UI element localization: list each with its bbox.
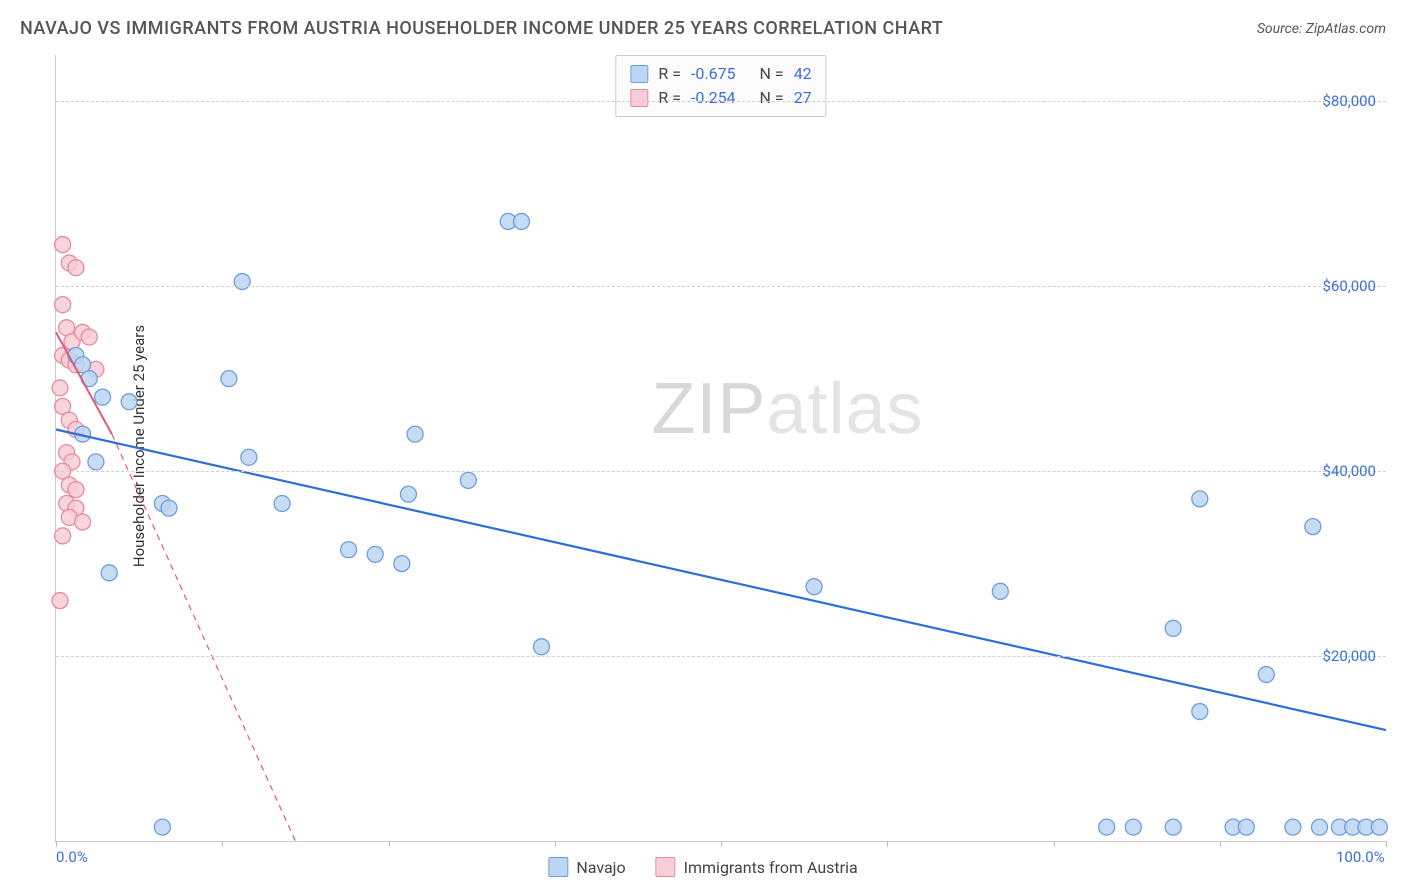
legend-swatch-navajo [630, 65, 648, 83]
r-value-austria: -0.254 [691, 86, 736, 110]
legend-label-austria: Immigrants from Austria [684, 858, 858, 877]
x-tick [56, 841, 57, 847]
legend-label-navajo: Navajo [576, 858, 625, 877]
x-tick [555, 841, 556, 847]
scatter-plot-svg [56, 55, 1386, 841]
legend-swatch-austria [630, 89, 648, 107]
chart-title: NAVAJO VS IMMIGRANTS FROM AUSTRIA HOUSEH… [20, 18, 943, 39]
series-legend: Navajo Immigrants from Austria [548, 857, 857, 877]
r-value-navajo: -0.675 [691, 62, 736, 86]
x-tick [1220, 841, 1221, 847]
legend-item-austria: Immigrants from Austria [656, 857, 858, 877]
x-tick [389, 841, 390, 847]
y-tick-label: $60,000 [1322, 277, 1376, 295]
y-tick-label: $40,000 [1322, 462, 1376, 480]
y-tick-label: $80,000 [1322, 92, 1376, 110]
x-tick [222, 841, 223, 847]
gridline [56, 471, 1386, 472]
title-bar: NAVAJO VS IMMIGRANTS FROM AUSTRIA HOUSEH… [20, 18, 1386, 39]
legend-swatch-austria-icon [656, 857, 676, 877]
n-value-austria: 27 [794, 86, 812, 110]
x-tick [1386, 841, 1387, 847]
gridline [56, 101, 1386, 102]
gridline [56, 656, 1386, 657]
x-tick [887, 841, 888, 847]
gridline [56, 286, 1386, 287]
legend-row-austria: R = -0.254 N = 27 [630, 86, 811, 110]
x-tick-label: 0.0% [56, 848, 88, 866]
chart-plot-area: ZIPatlas R = -0.675 N = 42 R = -0.254 N … [55, 55, 1386, 842]
legend-row-navajo: R = -0.675 N = 42 [630, 62, 811, 86]
x-tick [721, 841, 722, 847]
x-tick-label: 100.0% [1336, 848, 1385, 866]
n-value-navajo: 42 [794, 62, 812, 86]
chart-container: NAVAJO VS IMMIGRANTS FROM AUSTRIA HOUSEH… [0, 0, 1406, 892]
legend-item-navajo: Navajo [548, 857, 625, 877]
y-tick-label: $20,000 [1322, 647, 1376, 665]
x-tick [1054, 841, 1055, 847]
source-attribution: Source: ZipAtlas.com [1257, 21, 1386, 37]
correlation-legend: R = -0.675 N = 42 R = -0.254 N = 27 [615, 55, 826, 117]
legend-swatch-navajo-icon [548, 857, 568, 877]
